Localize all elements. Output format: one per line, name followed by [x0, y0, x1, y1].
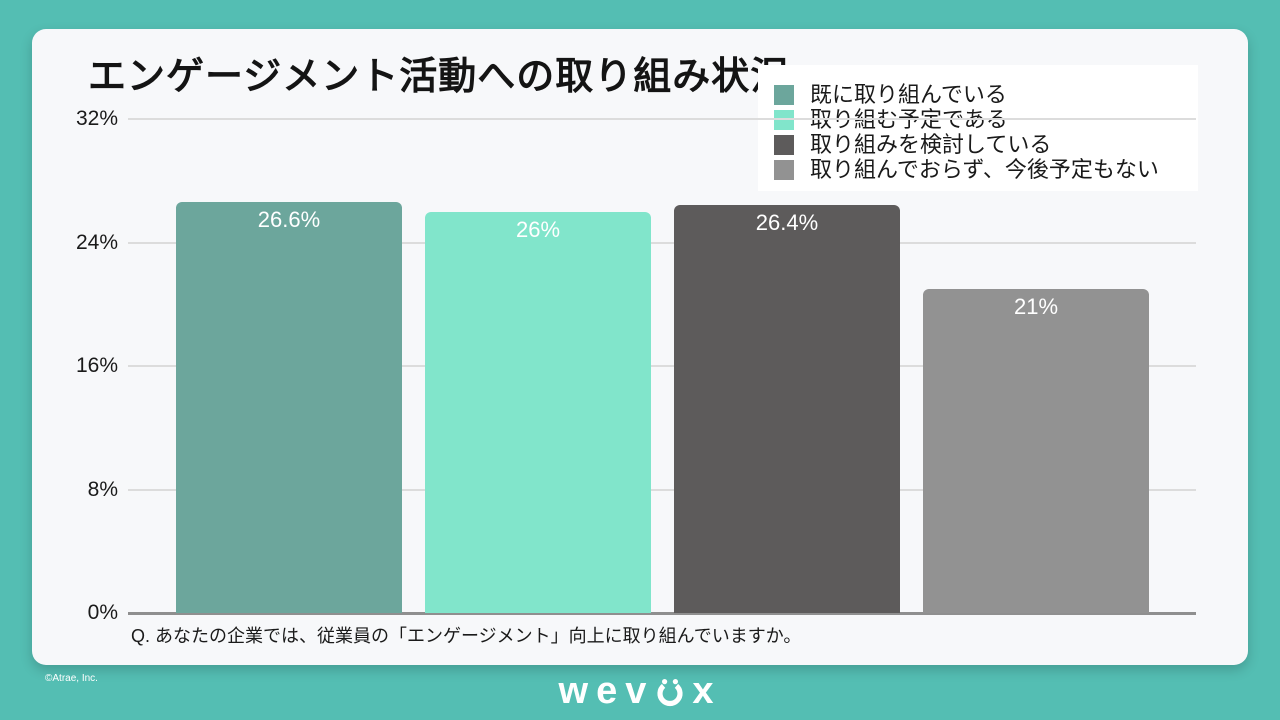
- gridline: [128, 118, 1196, 120]
- wevox-logo: wev x: [0, 670, 1280, 712]
- y-tick-label: 16%: [75, 354, 118, 377]
- bar-1: 26.6%: [176, 202, 402, 613]
- y-tick-label: 24%: [75, 230, 118, 254]
- bar-3: 26.4%: [674, 205, 900, 613]
- y-tick-label: 0%: [87, 601, 118, 624]
- bar-value-label: 26.6%: [257, 207, 321, 233]
- y-tick-label: 32%: [75, 107, 118, 130]
- bar-value-label: 21%: [1013, 293, 1059, 319]
- legend-item: 取り組んでおらず、今後予定もない: [774, 157, 1198, 182]
- chart-legend: 既に取り組んでいる 取り組む予定である 取り組みを検討している 取り組んでおらず、今後…: [758, 65, 1198, 191]
- bar-value-label: 26.4%: [755, 210, 819, 236]
- logo-text-right: x: [692, 670, 722, 712]
- legend-item: 取り組みを検討している: [774, 132, 1198, 157]
- legend-swatch-icon: [774, 159, 794, 180]
- legend-items: 既に取り組んでいる 取り組む予定である 取り組みを検討している 取り組んでおらず、今後…: [758, 65, 1198, 182]
- legend-label: 取り組みを検討している: [810, 132, 1052, 157]
- legend-label: 取り組んでおらず、今後予定もない: [810, 157, 1159, 182]
- legend-swatch-icon: [774, 84, 794, 105]
- legend-item: 既に取り組んでいる: [774, 82, 1198, 107]
- survey-question: Q. あなたの企業では、従業員の「エンゲージメント」向上に取り組んでいますか。: [131, 626, 802, 646]
- gridline: [128, 241, 1196, 244]
- chart-title: エンゲージメント活動への取り組み状況: [88, 56, 790, 98]
- gridline: [128, 365, 1196, 367]
- gridline: [128, 488, 1196, 491]
- bar-2: 26%: [425, 211, 651, 613]
- chart-card: エンゲージメント活動への取り組み状況 32% 24% 16% 8% 0% 26.6% 26…: [32, 29, 1248, 665]
- legend-swatch-icon: [774, 134, 794, 155]
- bar-4: 21%: [923, 288, 1149, 613]
- copyright-text: ©Atrae, Inc.: [45, 673, 98, 684]
- bar-value-label: 26%: [515, 216, 561, 242]
- legend-label: 既に取り組んでいる: [810, 82, 1007, 107]
- logo-text-left: wev: [558, 670, 655, 712]
- y-tick-label: 8%: [87, 477, 118, 501]
- x-axis-baseline: [128, 612, 1196, 615]
- wevox-o-icon: [657, 679, 683, 707]
